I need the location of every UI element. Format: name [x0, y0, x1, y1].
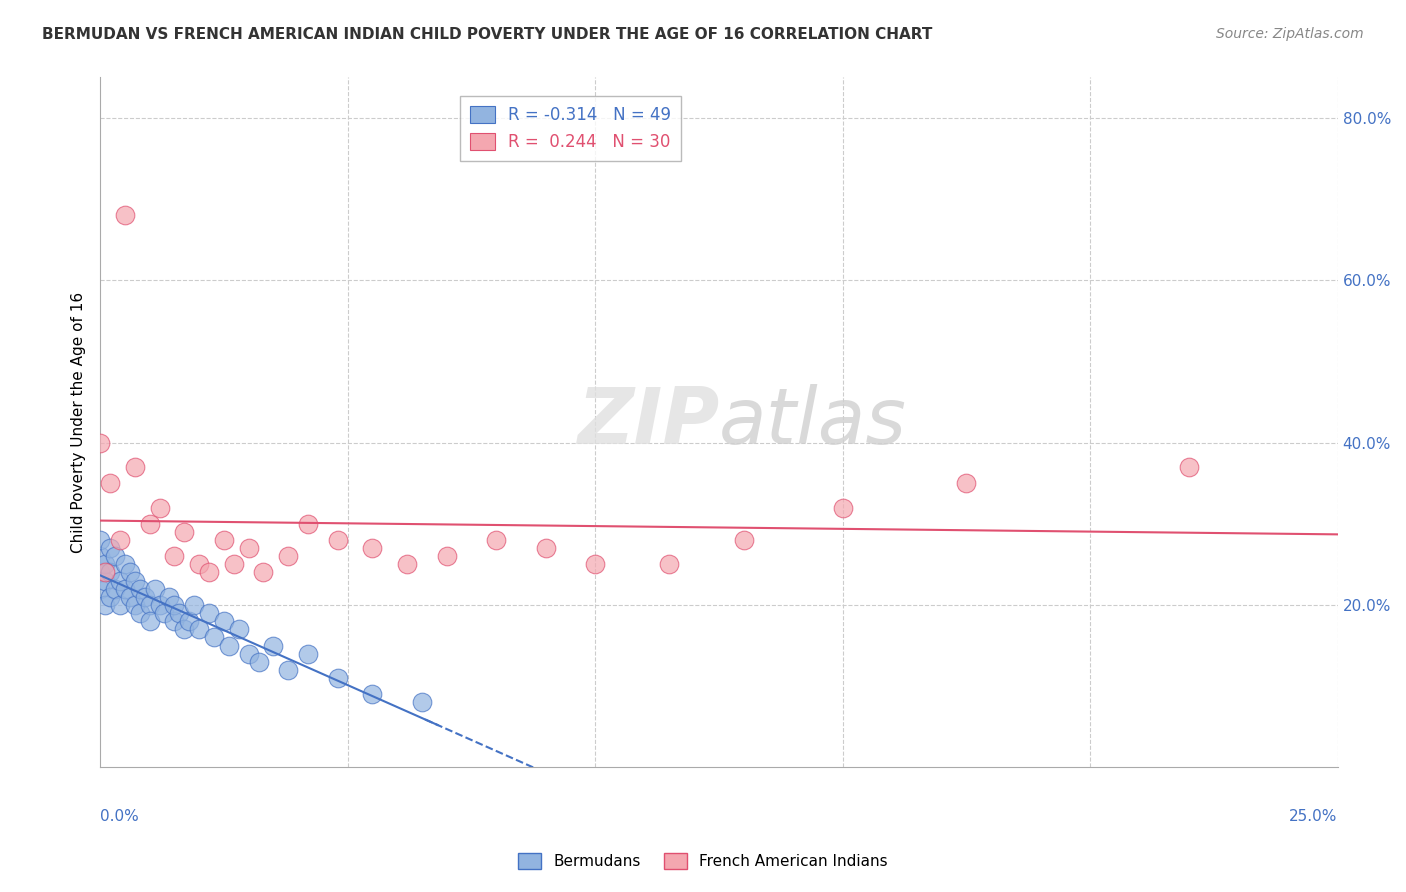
- Point: [98, 566, 121, 580]
- Point: [143, 582, 166, 596]
- Point: [534, 541, 557, 556]
- Point: [955, 476, 977, 491]
- Point: [583, 558, 606, 572]
- Point: [94, 574, 117, 588]
- Point: [395, 558, 418, 572]
- Text: BERMUDAN VS FRENCH AMERICAN INDIAN CHILD POVERTY UNDER THE AGE OF 16 CORRELATION: BERMUDAN VS FRENCH AMERICAN INDIAN CHILD…: [42, 27, 932, 42]
- Point: [108, 598, 131, 612]
- Point: [163, 549, 186, 564]
- Point: [262, 639, 284, 653]
- Text: ZIP: ZIP: [576, 384, 718, 460]
- Point: [118, 566, 141, 580]
- Point: [148, 500, 170, 515]
- Point: [114, 582, 136, 596]
- Point: [247, 655, 270, 669]
- Point: [89, 549, 111, 564]
- Point: [94, 566, 117, 580]
- Point: [361, 541, 384, 556]
- Point: [104, 582, 127, 596]
- Point: [114, 208, 136, 222]
- Point: [163, 614, 186, 628]
- Text: 0.0%: 0.0%: [100, 809, 139, 823]
- Point: [159, 590, 181, 604]
- Point: [114, 558, 136, 572]
- Y-axis label: Child Poverty Under the Age of 16: Child Poverty Under the Age of 16: [72, 292, 86, 553]
- Point: [658, 558, 681, 572]
- Point: [128, 606, 150, 620]
- Point: [1178, 460, 1201, 475]
- Point: [138, 614, 160, 628]
- Point: [179, 614, 201, 628]
- Point: [89, 566, 111, 580]
- Point: [277, 663, 299, 677]
- Point: [89, 582, 111, 596]
- Point: [124, 574, 146, 588]
- Point: [153, 606, 176, 620]
- Point: [212, 614, 235, 628]
- Point: [118, 590, 141, 604]
- Point: [411, 695, 433, 709]
- Point: [89, 533, 111, 547]
- Point: [138, 598, 160, 612]
- Point: [124, 598, 146, 612]
- Point: [277, 549, 299, 564]
- Point: [104, 549, 127, 564]
- Point: [188, 622, 211, 636]
- Point: [128, 582, 150, 596]
- Legend: R = -0.314   N = 49, R =  0.244   N = 30: R = -0.314 N = 49, R = 0.244 N = 30: [460, 96, 681, 161]
- Point: [218, 639, 240, 653]
- Point: [94, 598, 117, 612]
- Point: [98, 590, 121, 604]
- Point: [297, 516, 319, 531]
- Point: [198, 566, 221, 580]
- Point: [485, 533, 508, 547]
- Point: [183, 598, 205, 612]
- Point: [326, 533, 349, 547]
- Point: [148, 598, 170, 612]
- Point: [202, 631, 225, 645]
- Point: [188, 558, 211, 572]
- Point: [198, 606, 221, 620]
- Point: [124, 460, 146, 475]
- Text: Source: ZipAtlas.com: Source: ZipAtlas.com: [1216, 27, 1364, 41]
- Point: [228, 622, 250, 636]
- Point: [108, 574, 131, 588]
- Point: [173, 622, 195, 636]
- Point: [98, 541, 121, 556]
- Text: atlas: atlas: [718, 384, 907, 460]
- Point: [238, 647, 260, 661]
- Point: [831, 500, 853, 515]
- Point: [361, 687, 384, 701]
- Point: [169, 606, 191, 620]
- Point: [238, 541, 260, 556]
- Point: [173, 524, 195, 539]
- Point: [89, 435, 111, 450]
- Point: [326, 671, 349, 685]
- Point: [252, 566, 274, 580]
- Point: [436, 549, 458, 564]
- Point: [98, 476, 121, 491]
- Point: [733, 533, 755, 547]
- Point: [94, 558, 117, 572]
- Point: [108, 533, 131, 547]
- Point: [297, 647, 319, 661]
- Legend: Bermudans, French American Indians: Bermudans, French American Indians: [512, 847, 894, 875]
- Point: [222, 558, 245, 572]
- Point: [212, 533, 235, 547]
- Point: [163, 598, 186, 612]
- Text: 25.0%: 25.0%: [1289, 809, 1337, 823]
- Point: [138, 516, 160, 531]
- Point: [134, 590, 156, 604]
